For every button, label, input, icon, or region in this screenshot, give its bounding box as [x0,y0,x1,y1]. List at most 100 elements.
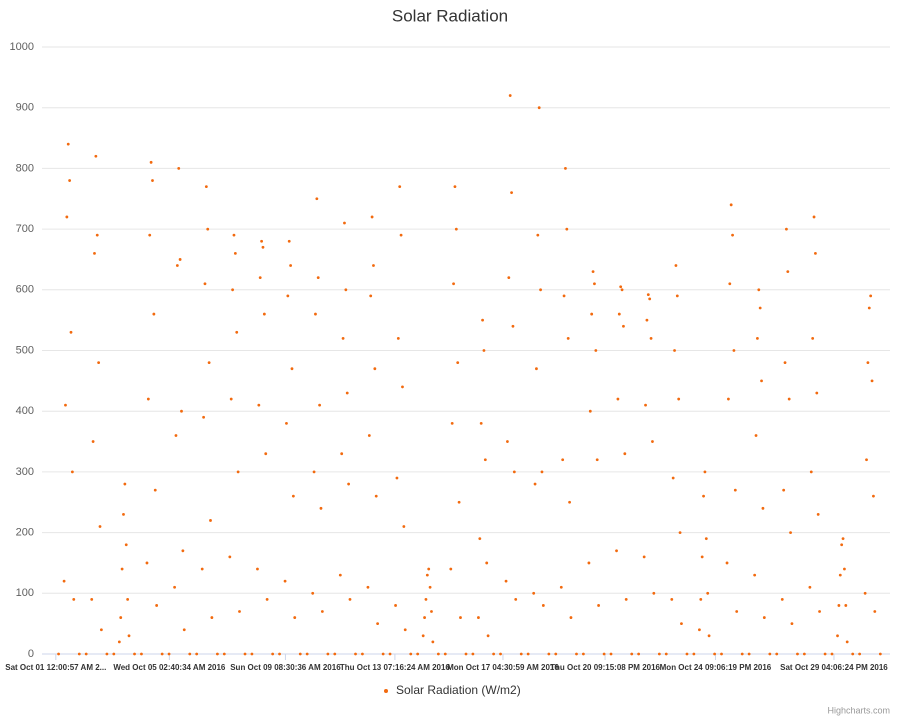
point [453,185,457,189]
y-tick-label: 300 [16,466,34,478]
point [587,561,591,565]
point [815,391,819,395]
point [146,397,150,401]
point [816,512,820,516]
point [260,239,263,243]
point [562,294,566,298]
point [479,421,483,425]
point [624,597,628,601]
point [837,604,841,607]
point [700,555,704,559]
point [428,585,432,589]
point [178,258,182,261]
point [651,440,654,443]
point [287,239,291,243]
point [499,652,502,656]
point [305,652,309,656]
point [424,597,428,601]
point [504,579,508,583]
point [519,652,523,656]
point [664,652,668,656]
point [402,525,406,528]
point [265,597,269,601]
point [782,488,786,492]
point [151,179,154,182]
point [706,591,710,595]
point [471,652,475,656]
point [291,494,295,498]
y-tick-label: 100 [16,587,34,599]
point [485,561,489,565]
point [155,604,159,607]
point [90,597,94,601]
point [698,628,701,632]
point [243,652,247,656]
point [754,434,758,437]
point [840,543,844,547]
point [559,585,563,589]
point [762,616,766,619]
point [541,604,545,607]
point [95,233,99,237]
point [616,397,620,401]
point [167,652,171,656]
point [127,634,131,638]
point [456,361,460,365]
point [575,652,578,656]
point [619,285,623,289]
point [464,652,468,656]
point [209,519,212,522]
point [789,531,792,534]
point [753,573,757,577]
point [483,458,487,462]
point [532,591,536,595]
point [99,628,103,632]
point [278,652,281,656]
point [535,367,538,371]
point [620,288,624,292]
y-tick-label: 900 [16,102,34,114]
point [401,385,404,389]
point [649,336,653,340]
point [181,549,185,553]
point [409,652,413,656]
point [133,652,136,656]
point [704,537,708,541]
point [65,215,69,219]
point [443,652,447,656]
point [514,597,518,601]
point [814,251,817,255]
point [175,264,179,267]
point [727,397,730,401]
point [841,537,845,541]
point [866,361,870,365]
point [257,403,261,407]
point [370,215,374,219]
point [506,440,509,443]
credits[interactable]: Highcharts.com [827,705,890,715]
point [673,349,676,352]
point [145,561,149,565]
point [594,349,598,352]
point [373,367,377,371]
point [838,573,842,577]
point [286,294,290,298]
point [338,573,342,577]
point [366,585,370,589]
point [233,251,237,255]
x-tick-label: Sat Oct 01 12:00:57 AM 2... [5,663,106,672]
point [870,379,874,383]
point [264,452,268,456]
point [702,494,705,498]
y-tick-label: 400 [16,405,34,417]
point [569,616,573,619]
y-tick-label: 500 [16,344,34,356]
point [399,233,403,237]
y-tick-label: 600 [16,284,34,296]
y-tick-label: 0 [28,648,34,660]
point [568,500,571,504]
point [431,640,435,644]
point [148,233,152,237]
point [66,142,70,146]
point [210,616,214,619]
